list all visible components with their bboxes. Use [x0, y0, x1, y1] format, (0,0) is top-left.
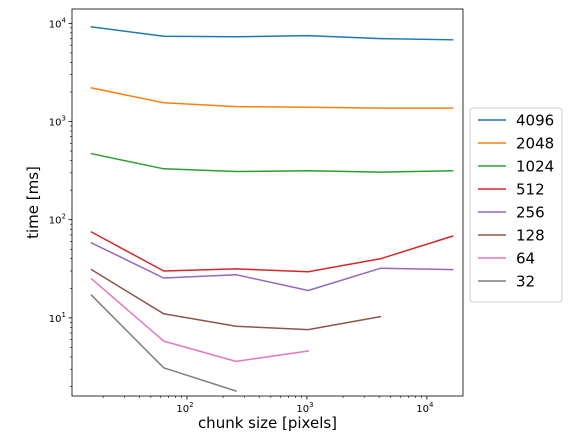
series-line-256	[90, 241, 454, 292]
legend-entry-256: 256	[516, 204, 545, 222]
series-line-32	[90, 294, 237, 392]
plot-frame	[71, 8, 464, 397]
x-tick-label: 103	[296, 401, 313, 415]
legend-box	[469, 107, 563, 303]
y-axis-label: time [ms]	[24, 166, 42, 239]
legend-entry-128: 128	[516, 227, 545, 245]
series-line-64	[90, 277, 310, 363]
series-line-2048	[90, 87, 454, 109]
legend: 4096 2048 1024 512 256 128 64 32	[469, 107, 563, 303]
legend-entry-512: 512	[516, 181, 545, 199]
ticks-layer: 102 103 104 101 102 103 104	[49, 16, 434, 415]
x-tick-label: 104	[416, 401, 434, 415]
y-tick-label: 102	[49, 213, 66, 227]
y-tick-label: 104	[49, 16, 67, 30]
x-axis-label: chunk size [pixels]	[198, 414, 337, 432]
series-line-128	[90, 268, 382, 331]
series-line-512	[90, 230, 454, 273]
legend-entry-1024: 1024	[516, 158, 554, 176]
series-line-4096	[90, 26, 454, 41]
legend-entry-2048: 2048	[516, 135, 554, 153]
legend-entry-64: 64	[516, 250, 535, 268]
series-layer	[90, 26, 454, 392]
x-tick-label: 102	[176, 401, 193, 415]
y-tick-label: 103	[49, 115, 66, 129]
y-tick-label: 101	[49, 311, 66, 325]
series-line-1024	[90, 152, 454, 173]
legend-entry-4096: 4096	[516, 112, 554, 130]
legend-entry-32: 32	[516, 273, 535, 291]
